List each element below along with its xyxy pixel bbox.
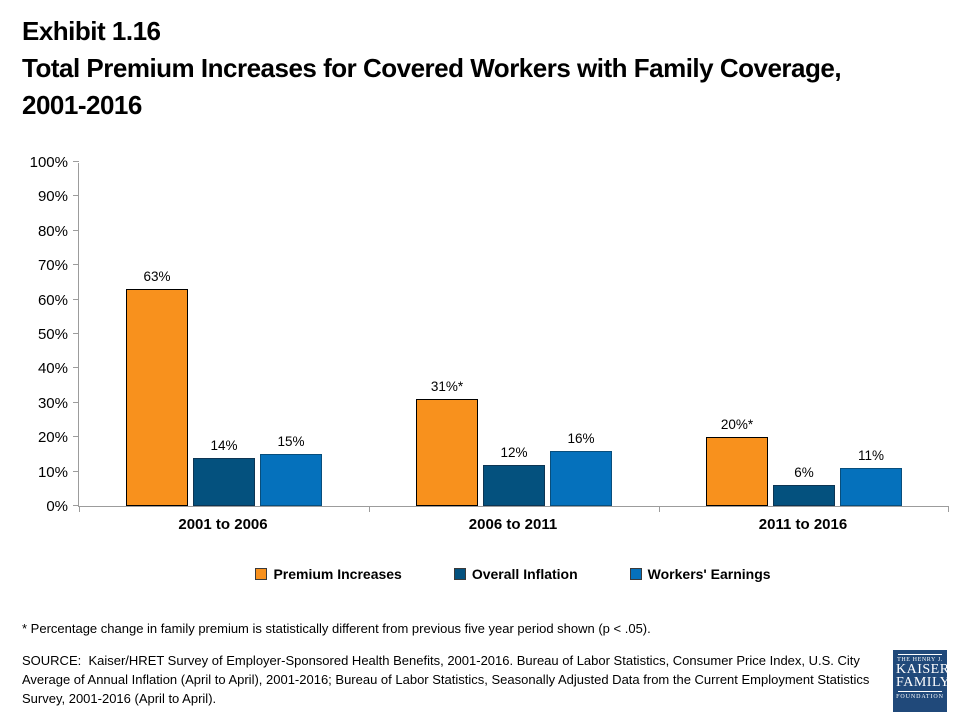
bar-with-label: 12% [483,445,545,506]
plot-area: 63% 14% 15% 31%* 12% 16% 20%* 6% 11% [73,161,949,512]
bar-value-label: 16% [567,430,595,446]
legend-item: Workers' Earnings [629,566,771,582]
bar-series-0 [126,289,188,506]
bar-value-label: 20%* [720,417,754,433]
chart-legend: Premium Increases Overall Inflation Worker… [78,566,948,582]
category-label: 2001 to 2006 [178,516,268,533]
y-tick-mark [73,161,79,162]
logo-text-family: FAMILY [896,675,951,690]
category-label: 2006 to 2011 [468,516,558,533]
x-tick-mark [369,506,370,512]
bar-value-label: 63% [143,269,171,285]
bar-value-label: 11% [857,448,885,464]
page-title-line-1: Total Premium Increases for Covered Work… [22,53,842,83]
kaiser-family-foundation-logo: THE HENRY J. KAISER FAMILY FOUNDATION [893,650,951,712]
y-tick-label: 30% [37,394,68,412]
x-tick-mark [659,506,660,512]
bar-series-1 [773,485,835,506]
logo-text-kaiser: KAISER [896,662,950,677]
x-axis-category-labels: 2001 to 2006 2006 to 2011 2011 to 2016 [78,516,948,533]
bar-with-label: 31%* [416,379,478,506]
legend-item: Overall Inflation [453,566,578,582]
page-title-line-2: 2001-2016 [22,90,142,120]
y-tick-label: 20% [37,429,68,447]
y-tick-label: 0% [46,498,68,515]
bar-with-label: 63% [126,269,188,506]
legend-item: Premium Increases [255,566,402,582]
exhibit-number: Exhibit 1.16 [22,16,161,46]
y-tick-mark [73,401,79,403]
bar-value-label: 12% [500,444,528,460]
logo-text-top: THE HENRY J. [897,657,943,663]
y-tick-mark [73,436,79,438]
y-tick-mark [73,333,79,334]
x-tick-mark [948,506,949,512]
bar-value-label: 15% [277,434,305,450]
y-tick-mark [73,470,79,472]
source-note: SOURCE: Kaiser/HRET Survey of Employer-S… [22,653,874,706]
bar-series-1 [483,464,545,506]
logo-text-foundation: FOUNDATION [896,694,944,700]
y-tick-mark [73,229,79,231]
footnote: * Percentage change in family premium is… [22,621,651,636]
bar-series-1 [193,457,255,506]
legend-swatch-icon [453,568,466,580]
y-tick-label: 70% [37,257,68,275]
y-tick-mark [73,367,79,369]
y-tick-label: 80% [37,222,68,240]
y-tick-mark [73,264,79,266]
y-tick-mark [73,298,79,300]
logo-divider-bottom [898,691,942,692]
bar-with-label: 16% [550,431,612,506]
category-label: 2011 to 2016 [758,516,848,533]
bar-value-label: 14% [210,437,238,453]
logo-divider-top [898,654,942,655]
y-tick-label: 50% [37,326,68,343]
bar-series-2 [550,450,612,506]
bar-with-label: 20%* [706,417,768,506]
bar-value-label: 31%* [430,379,464,395]
y-tick-label: 10% [37,463,68,481]
bar-series-0 [416,399,478,506]
bar-series-2 [260,454,322,506]
bar-with-label: 15% [260,434,322,506]
bar-with-label: 14% [193,438,255,506]
legend-label: Workers' Earnings [647,566,771,582]
y-tick-label: 40% [37,360,68,378]
y-tick-mark [73,505,79,506]
bar-series-2 [840,468,902,506]
bar-group: 63% 14% 15% [79,163,369,506]
bar-with-label: 6% [773,465,835,506]
legend-swatch-icon [255,568,268,580]
bar-group: 20%* 6% 11% [659,163,949,506]
bar-value-label: 6% [794,465,814,481]
y-axis-labels: 0% 10% 20% 30% 40% 50% 60% 70% 80% 90% 100% [6,154,68,515]
legend-label: Premium Increases [273,566,402,582]
y-tick-label: 100% [29,154,68,171]
x-tick-mark [79,506,80,512]
bar-series-0 [706,437,768,506]
y-tick-label: 90% [37,188,68,206]
bar-with-label: 11% [840,448,902,506]
legend-label: Overall Inflation [471,566,578,582]
y-tick-mark [73,195,79,197]
y-tick-label: 60% [37,291,68,309]
title-block: Exhibit 1.16 Total Premium Increases for… [22,13,842,124]
bar-group: 31%* 12% 16% [369,163,659,506]
legend-swatch-icon [629,568,642,580]
